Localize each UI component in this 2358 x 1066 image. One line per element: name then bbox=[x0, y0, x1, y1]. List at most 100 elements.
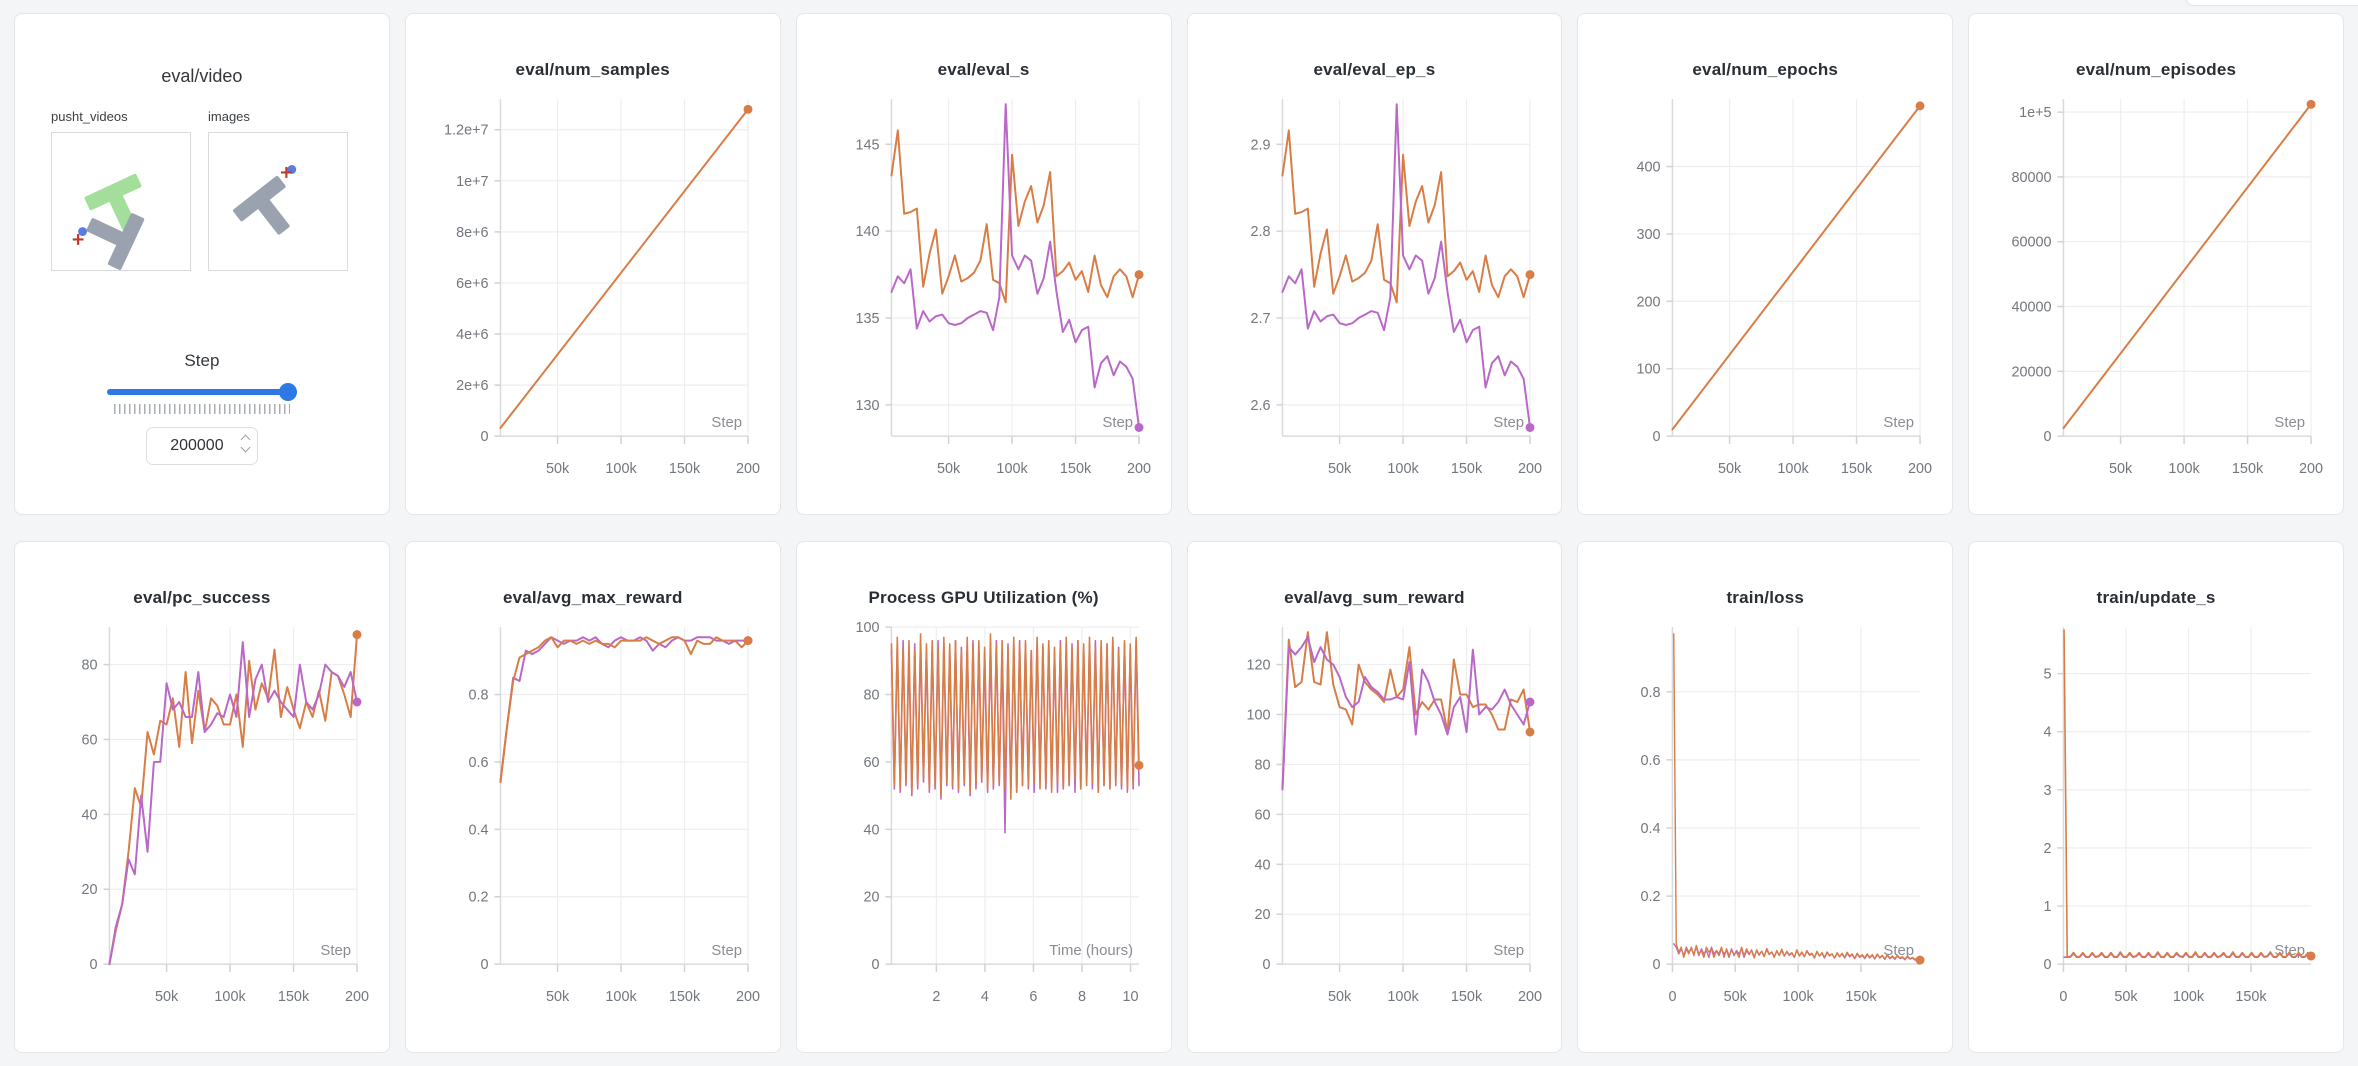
x-tick-label: 0 bbox=[1669, 989, 1677, 1005]
chart-plot-eval-num-epochs[interactable]: 50k 100k 150k 200 0 100 200 300 400 Step bbox=[1578, 82, 1952, 502]
chart-title: eval/num_samples bbox=[515, 60, 670, 79]
x-tick-label: 100k bbox=[214, 989, 246, 1005]
panel-process-gpu-utilization: Process GPU Utilization (%) 2 4 6 8 10 0 20 40 60… bbox=[795, 541, 1172, 1053]
chart-plot-eval-eval-s[interactable]: 50k 100k 150k 200 130 135 140 145 Step bbox=[797, 82, 1171, 502]
chart-plot-eval-num-samples[interactable]: 50k 100k 150k 200 0 2e+6 4e+6 6e+6 8e+6 1e+7 1.2e+… bbox=[406, 82, 780, 502]
series-line-orange-run bbox=[1280, 631, 1531, 791]
y-tick-label: 4 bbox=[2044, 725, 2052, 741]
series-line-orange-run bbox=[499, 108, 749, 430]
y-tick-label: 60 bbox=[1254, 807, 1270, 823]
panel-eval-num-samples: eval/num_samples 50k 100k 150k 200 0 2e+6 4e+6 6… bbox=[404, 13, 781, 515]
panel-eval-pc-success: eval/pc_success 50k 100k 150k 200 0 20 40 60 80 St… bbox=[14, 541, 390, 1053]
chart-plot-eval-eval-ep-s[interactable]: 50k 100k 150k 200 2.6 2.7 2.8 2.9 Step bbox=[1188, 82, 1562, 502]
y-tick-label: 80 bbox=[863, 687, 879, 703]
chart-title: eval/eval_s bbox=[937, 60, 1030, 79]
y-tick-label: 2.9 bbox=[1250, 137, 1270, 153]
series-line-orange-run bbox=[1280, 129, 1531, 304]
y-tick-label: 2.7 bbox=[1250, 311, 1270, 327]
media-row: pusht_videos bbox=[15, 109, 389, 271]
y-tick-label: 0.4 bbox=[1641, 821, 1661, 837]
chart-title: Process GPU Utilization (%) bbox=[868, 588, 1099, 607]
x-tick-label: 50k bbox=[546, 989, 570, 1005]
x-tick-label: 100k bbox=[605, 989, 637, 1005]
partial-panel-edge bbox=[2185, 0, 2358, 6]
series-line-orange-run bbox=[499, 636, 749, 784]
series-line-orange-run bbox=[1673, 633, 1922, 961]
media-item-pusht-videos: pusht_videos bbox=[51, 109, 191, 271]
y-tick-label: 60 bbox=[863, 755, 879, 771]
endpoint-dot-orange-run bbox=[743, 636, 753, 646]
y-tick-label: 20000 bbox=[2012, 364, 2052, 380]
y-tick-label: 130 bbox=[855, 398, 879, 414]
y-tick-label: 2 bbox=[2044, 841, 2052, 857]
endpoint-dot-orange-run bbox=[1525, 270, 1534, 280]
x-tick-label: 200 bbox=[1908, 461, 1932, 477]
endpoint-dot-orange-run bbox=[1525, 727, 1534, 737]
stepper-arrows[interactable] bbox=[240, 434, 251, 453]
y-tick-label: 100 bbox=[855, 620, 879, 636]
chart-plot-eval-num-episodes[interactable]: 50k 100k 150k 200 0 20000 40000 60000 80000 1e+5 S… bbox=[1969, 82, 2343, 502]
y-tick-label: 145 bbox=[855, 137, 879, 153]
y-tick-label: 0 bbox=[1653, 957, 1661, 973]
x-tick-label: 200 bbox=[1127, 461, 1151, 477]
step-slider-label: Step bbox=[184, 351, 220, 370]
slider-track[interactable] bbox=[106, 389, 297, 395]
y-tick-label: 2.6 bbox=[1250, 398, 1270, 414]
step-slider[interactable] bbox=[106, 383, 297, 401]
y-tick-label: 0.6 bbox=[468, 755, 488, 771]
chevron-down-icon[interactable] bbox=[240, 442, 251, 453]
step-input-box[interactable] bbox=[145, 427, 258, 465]
y-tick-label: 0.4 bbox=[468, 822, 488, 838]
x-tick-label: 200 bbox=[345, 989, 369, 1005]
y-tick-label: 2.8 bbox=[1250, 224, 1270, 240]
panel-train-loss: train/loss 0 50k 100k 150k 0 0.2 0.4 0.6 0.8 Step bbox=[1577, 541, 1954, 1053]
y-tick-label: 0.8 bbox=[468, 688, 488, 704]
x-axis-label: Step bbox=[711, 415, 742, 431]
x-tick-label: 200 bbox=[2299, 461, 2323, 477]
chart-plot-train-loss[interactable]: 0 50k 100k 150k 0 0.2 0.4 0.6 0.8 Step bbox=[1578, 610, 1952, 1030]
chart-plot-eval-pc-success[interactable]: 50k 100k 150k 200 0 20 40 60 80 Step bbox=[15, 610, 389, 1030]
y-tick-label: 40 bbox=[863, 822, 879, 838]
x-tick-label: 4 bbox=[981, 989, 989, 1005]
x-tick-label: 150k bbox=[2236, 989, 2268, 1005]
x-axis-label: Step bbox=[1884, 943, 1915, 959]
y-tick-label: 5 bbox=[2044, 667, 2052, 683]
y-tick-label: 0 bbox=[2044, 429, 2052, 445]
chart-plot-eval-avg-max-reward[interactable]: 50k 100k 150k 200 0 0.2 0.4 0.6 0.8 Step bbox=[406, 610, 780, 1030]
pusht-video-thumbnail[interactable] bbox=[51, 132, 191, 271]
x-tick-label: 50k bbox=[546, 461, 570, 477]
x-tick-label: 200 bbox=[736, 461, 760, 477]
x-tick-label: 200 bbox=[736, 989, 760, 1005]
slider-thumb[interactable] bbox=[278, 383, 297, 401]
y-tick-label: 6e+6 bbox=[456, 276, 488, 292]
y-tick-label: 100 bbox=[1637, 362, 1661, 378]
endpoint-dot-orange-run bbox=[1134, 270, 1144, 280]
x-tick-label: 0 bbox=[2060, 989, 2068, 1005]
chart-plot-eval-avg-sum-reward[interactable]: 50k 100k 150k 200 0 20 40 60 80 100 120 Step bbox=[1188, 610, 1562, 1030]
x-tick-label: 150k bbox=[278, 989, 310, 1005]
chart-title: eval/avg_sum_reward bbox=[1284, 588, 1465, 607]
y-tick-label: 400 bbox=[1637, 160, 1661, 176]
y-tick-label: 1.2e+7 bbox=[444, 123, 488, 139]
series-line-purple-run bbox=[499, 636, 749, 784]
y-tick-label: 1e+7 bbox=[456, 174, 488, 190]
y-tick-label: 200 bbox=[1637, 294, 1661, 310]
x-tick-label: 100k bbox=[605, 461, 637, 477]
y-tick-label: 20 bbox=[863, 890, 879, 906]
chart-title: train/loss bbox=[1726, 588, 1805, 607]
images-thumbnail[interactable] bbox=[208, 132, 348, 271]
media-label: images bbox=[208, 109, 250, 124]
x-tick-label: 50k bbox=[2109, 461, 2133, 477]
x-tick-label: 100k bbox=[2169, 461, 2201, 477]
x-tick-label: 50k bbox=[2115, 989, 2139, 1005]
y-tick-label: 60 bbox=[81, 732, 97, 748]
pusht-image-render bbox=[233, 165, 297, 235]
step-input[interactable] bbox=[146, 437, 257, 455]
x-tick-label: 100k bbox=[1778, 461, 1810, 477]
x-tick-label: 6 bbox=[1029, 989, 1037, 1005]
chart-title: eval/num_episodes bbox=[2075, 60, 2237, 79]
x-axis-label: Step bbox=[1102, 415, 1133, 431]
y-tick-label: 0 bbox=[480, 429, 488, 445]
